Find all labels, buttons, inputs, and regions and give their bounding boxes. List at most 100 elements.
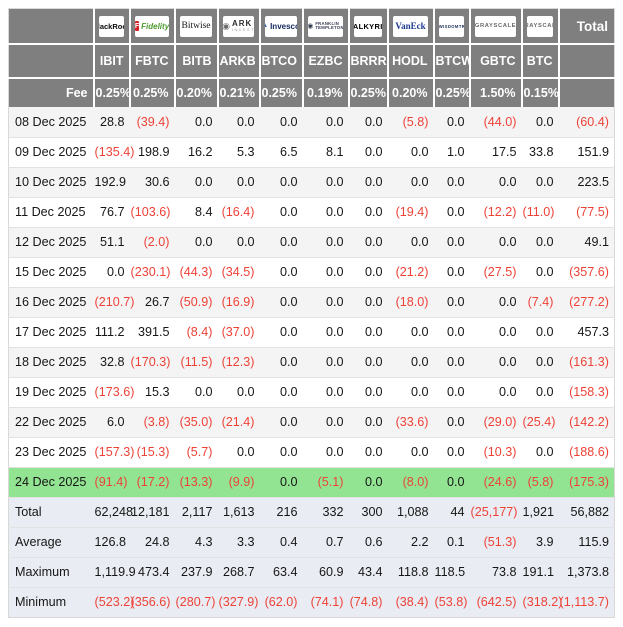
total-value-cell: 151.9 — [558, 136, 615, 167]
value-cell: 0.0 — [364, 114, 383, 129]
value-cell: 0.0 — [469, 166, 522, 197]
value-cell: 0.0 — [433, 256, 470, 287]
value-cell: 0.0 — [302, 436, 349, 467]
value-cell: 0.0 — [446, 114, 465, 129]
value-cell: (12.3) — [217, 346, 260, 377]
value-cell: 5.3 — [217, 136, 260, 167]
table-row: 17 Dec 2025 111.2 391.5 (8.4) (37.0) 0.0 0.0 0.… — [8, 316, 615, 347]
provider-logo-cell: BlackRock — [93, 8, 131, 45]
logo-text-main: FRANKLIN — [315, 20, 340, 26]
logo-text: VanEck — [395, 21, 426, 31]
table-row: 10 Dec 2025 192.9 30.6 0.0 0.0 0.0 0.0 0.0 0.0 0.… — [8, 166, 615, 197]
value-cell: 118.5 — [433, 556, 470, 587]
value-cell: 0.0 — [325, 114, 344, 129]
value-cell: 0.0 — [302, 376, 349, 407]
table-row: 23 Dec 2025 (157.3) (15.3) (5.7) 0.0 0.0 0.0 0.… — [8, 436, 615, 467]
value-cell: 0.0 — [217, 376, 260, 407]
grayscale-logo: GRAYSCALE — [475, 15, 516, 37]
fee-row: Fee 0.25% 0.25% 0.20% 0.21% 0.25% 0.19% 0.25% 0.… — [8, 78, 615, 107]
ticker-row: IBIT FBTC BITB ARKB BTCO EZBC BRRR HODL BTCW GBTC… — [8, 44, 615, 79]
value-cell: 60.9 — [302, 556, 349, 587]
value-cell: 0.0 — [279, 114, 298, 129]
value-cell: 28.8 — [99, 114, 125, 129]
value-cell: 0.0 — [259, 406, 303, 437]
value-cell: 0.0 — [259, 286, 303, 317]
total-fee-cell — [558, 78, 615, 107]
value-cell: 8.4 — [174, 196, 218, 227]
logo-text: Fidelity — [141, 21, 169, 31]
value-cell: 0.0 — [433, 466, 470, 497]
value-cell: 0.0 — [469, 376, 522, 407]
value-cell: 0.0 — [348, 196, 388, 227]
value-cell: (173.6) — [93, 376, 134, 407]
value-cell: 0.0 — [535, 114, 554, 129]
value-cell: 0.0 — [348, 226, 388, 257]
value-cell: 0.0 — [348, 346, 388, 377]
logo-text: BlackRock — [99, 21, 124, 31]
value-cell: (157.3) — [93, 436, 134, 467]
value-cell: (327.9) — [217, 586, 260, 617]
ticker-header-cell: BITB — [174, 44, 219, 79]
value-cell: 63.4 — [259, 556, 303, 587]
total-value-cell: (1,113.7) — [558, 586, 615, 617]
logo-text: Invesco — [270, 21, 297, 31]
value-cell: 0.0 — [302, 346, 349, 377]
value-cell: 6.5 — [259, 136, 303, 167]
value-cell: 300 — [348, 496, 388, 527]
table-row: 19 Dec 2025 (173.6) 15.3 0.0 0.0 0.0 0.0 0.0 0.0… — [8, 376, 615, 407]
total-value-cell: 115.9 — [558, 526, 615, 557]
value-cell: 0.0 — [259, 436, 303, 467]
value-cell: 332 — [302, 496, 349, 527]
value-cell: 3.3 — [217, 526, 260, 557]
value-cell: (74.1) — [302, 586, 349, 617]
value-cell: (9.9) — [217, 466, 260, 497]
value-cell: (19.4) — [387, 196, 434, 227]
ticker-header-cell: ARKB — [217, 44, 261, 79]
invesco-logo: ▲Invesco — [265, 15, 297, 37]
value-cell: (3.8) — [129, 406, 175, 437]
logo-text-stack: FRANKLIN TEMPLETON — [315, 20, 343, 31]
value-cell: 4.3 — [174, 526, 218, 557]
value-cell: 0.0 — [433, 286, 470, 317]
value-cell: (8.4) — [174, 316, 218, 347]
blackrock-logo: BlackRock — [99, 15, 124, 37]
fee-cell: 0.25% — [93, 78, 131, 107]
value-cell: 0.0 — [217, 436, 260, 467]
total-value-cell: (277.2) — [558, 286, 615, 317]
value-cell: 0.0 — [174, 166, 218, 197]
value-cell: 0.0 — [348, 406, 388, 437]
date-cell: 16 Dec 2025 — [8, 286, 94, 317]
value-cell: 0.0 — [302, 226, 349, 257]
corner-cell — [8, 8, 95, 45]
total-value-cell: (60.4) — [576, 114, 609, 129]
value-cell: 0.0 — [521, 346, 559, 377]
fee-cell: 0.15% — [521, 78, 560, 107]
value-cell: (39.4) — [136, 114, 170, 129]
table-row: 08 Dec 2025 28.8 (39.4) 0.0 0.0 0.0 0.0 0.0 (5.8… — [8, 107, 615, 137]
value-cell: 0.0 — [348, 376, 388, 407]
ticker-header-cell: BRRR — [348, 44, 389, 79]
value-cell: (135.4) — [93, 136, 134, 167]
fee-cell: 0.25% — [259, 78, 304, 107]
table-row: 11 Dec 2025 76.7 (103.6) 8.4 (16.4) 0.0 0.0 0.0… — [8, 196, 615, 227]
value-cell: 0.0 — [217, 166, 260, 197]
value-cell: 0.0 — [259, 256, 303, 287]
value-cell: (34.5) — [217, 256, 260, 287]
date-cell: 17 Dec 2025 — [8, 316, 94, 347]
value-cell: 0.0 — [302, 406, 349, 437]
date-cell: 23 Dec 2025 — [8, 436, 94, 467]
ticker-header-cell: GBTC — [469, 44, 523, 79]
value-cell: (37.0) — [217, 316, 260, 347]
value-cell: (356.6) — [129, 586, 175, 617]
fee-cell: 0.25% — [129, 78, 176, 107]
value-cell: 0.0 — [387, 376, 434, 407]
value-cell: (5.7) — [174, 436, 218, 467]
value-cell: 1.0 — [433, 136, 470, 167]
value-cell: (7.4) — [521, 286, 559, 317]
value-cell: (13.3) — [174, 466, 218, 497]
value-cell: (33.6) — [387, 406, 434, 437]
value-cell: (170.3) — [129, 346, 175, 377]
table-row: 15 Dec 2025 0.0 (230.1) (44.3) (34.5) 0.0 0.0 0… — [8, 256, 615, 287]
total-value-cell: (142.2) — [558, 406, 615, 437]
